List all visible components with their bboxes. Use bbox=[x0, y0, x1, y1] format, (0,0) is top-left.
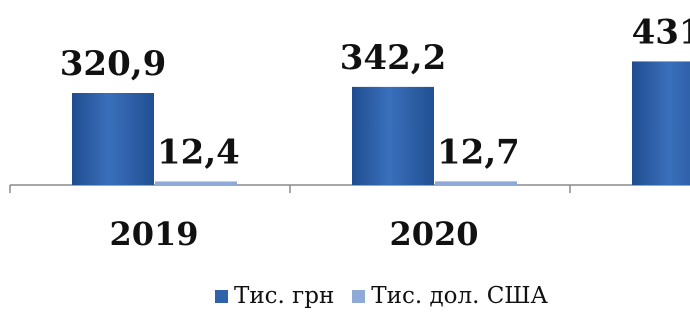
bar-usd-2020 bbox=[435, 181, 517, 185]
legend-item-usd: Тис. дол. США bbox=[352, 283, 548, 309]
legend-swatch-usd bbox=[352, 289, 366, 303]
data-label-uah-2021: 431, bbox=[632, 12, 690, 52]
bar-uah-2021 bbox=[632, 61, 690, 185]
legend: Тис. грн Тис. дол. США bbox=[215, 283, 548, 309]
data-label-uah-2019: 320,9 bbox=[60, 44, 166, 84]
x-tick-label-2019: 2019 bbox=[109, 215, 198, 253]
bar-usd-2019 bbox=[155, 181, 237, 185]
bar-uah-2019 bbox=[72, 93, 154, 185]
data-label-usd-2019: 12,4 bbox=[157, 132, 240, 172]
data-label-uah-2020: 342,2 bbox=[340, 38, 446, 78]
data-label-usd-2020: 12,7 bbox=[437, 132, 520, 172]
x-tick-label-2020: 2020 bbox=[389, 215, 478, 253]
bar-uah-2020 bbox=[352, 86, 434, 185]
legend-swatch-uah bbox=[215, 289, 228, 303]
legend-label-usd: Тис. дол. США bbox=[371, 283, 548, 309]
legend-label-uah: Тис. грн bbox=[234, 283, 335, 309]
legend-item-uah: Тис. грн bbox=[215, 283, 334, 309]
